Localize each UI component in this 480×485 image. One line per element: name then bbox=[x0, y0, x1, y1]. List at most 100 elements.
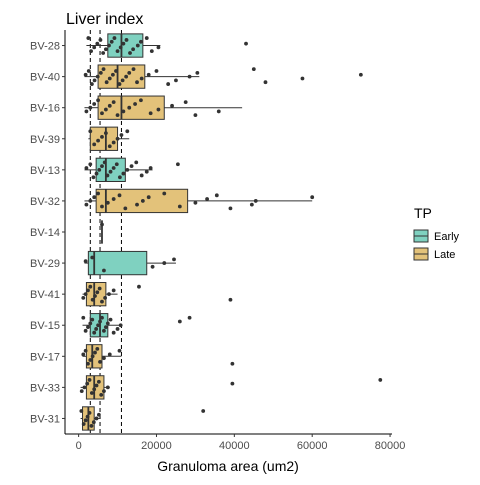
data-point bbox=[135, 80, 139, 85]
data-point bbox=[148, 166, 153, 170]
data-point bbox=[92, 142, 97, 147]
data-point bbox=[92, 102, 97, 106]
data-point bbox=[107, 144, 112, 149]
data-point bbox=[195, 70, 200, 75]
x-tick-label: 60000 bbox=[297, 440, 328, 452]
data-point bbox=[98, 38, 103, 42]
x-axis-label: Granuloma area (um2) bbox=[157, 458, 299, 474]
axes-layer bbox=[64, 30, 392, 435]
data-point bbox=[84, 166, 89, 170]
data-point bbox=[166, 82, 171, 86]
y-tick-label: BV-41 bbox=[30, 289, 60, 301]
data-point bbox=[228, 297, 233, 302]
data-point bbox=[146, 72, 151, 77]
legend-label-late: Late bbox=[434, 249, 455, 261]
data-point bbox=[100, 315, 104, 320]
data-point bbox=[119, 133, 124, 137]
data-point bbox=[108, 317, 113, 322]
data-point bbox=[118, 45, 123, 50]
data-point bbox=[109, 39, 114, 44]
data-point bbox=[216, 109, 221, 114]
data-point bbox=[172, 257, 176, 262]
data-point bbox=[95, 74, 100, 79]
data-point bbox=[124, 74, 129, 79]
data-point bbox=[135, 43, 140, 48]
data-point bbox=[96, 98, 100, 103]
data-point bbox=[101, 51, 106, 55]
data-point bbox=[244, 41, 248, 46]
y-tick-label: BV-40 bbox=[30, 72, 60, 84]
data-point bbox=[112, 36, 117, 40]
data-point bbox=[83, 418, 88, 423]
data-point bbox=[187, 74, 192, 79]
data-point bbox=[83, 328, 88, 333]
data-point bbox=[104, 80, 109, 85]
data-point bbox=[96, 191, 100, 196]
data-point bbox=[230, 361, 235, 366]
data-point bbox=[100, 299, 104, 304]
data-point bbox=[88, 321, 93, 326]
data-point bbox=[103, 325, 108, 329]
data-point bbox=[100, 204, 104, 209]
data-point bbox=[83, 72, 88, 77]
legend-label-early: Early bbox=[434, 231, 460, 243]
data-point bbox=[175, 162, 180, 167]
data-point bbox=[111, 330, 116, 335]
data-point bbox=[139, 173, 144, 178]
y-tick-label: BV-39 bbox=[30, 134, 60, 146]
data-point bbox=[117, 193, 122, 198]
data-point bbox=[148, 111, 153, 116]
data-point bbox=[253, 199, 258, 203]
data-point bbox=[88, 199, 93, 203]
data-point bbox=[201, 409, 206, 413]
data-point bbox=[92, 45, 97, 50]
data-point bbox=[263, 80, 268, 85]
data-point bbox=[79, 409, 84, 413]
data-point bbox=[100, 222, 104, 227]
data-point bbox=[89, 82, 94, 86]
data-point bbox=[81, 295, 86, 300]
data-point bbox=[108, 169, 113, 174]
reference-lines-layer bbox=[89, 30, 122, 434]
data-point bbox=[86, 361, 90, 366]
data-point bbox=[205, 197, 209, 201]
data-point bbox=[83, 348, 88, 353]
data-point bbox=[87, 378, 92, 382]
x-tick-labels: 0 20000 40000 60000 80000 bbox=[76, 434, 406, 452]
data-point bbox=[144, 36, 149, 40]
data-point bbox=[89, 49, 93, 54]
data-point bbox=[228, 206, 233, 211]
x-tick-label: 80000 bbox=[375, 440, 406, 452]
data-point bbox=[114, 69, 118, 73]
data-point bbox=[127, 105, 132, 110]
data-point bbox=[129, 164, 134, 169]
data-point bbox=[146, 195, 151, 200]
data-point bbox=[85, 414, 90, 419]
data-point bbox=[86, 69, 91, 73]
data-point bbox=[127, 70, 132, 75]
data-point bbox=[111, 288, 116, 293]
data-point bbox=[98, 360, 102, 364]
data-point bbox=[131, 67, 136, 72]
data-point bbox=[125, 167, 130, 172]
data-point bbox=[101, 67, 106, 72]
data-point bbox=[118, 323, 123, 328]
data-point bbox=[81, 352, 86, 357]
data-point bbox=[156, 45, 161, 50]
data-point bbox=[92, 78, 97, 83]
data-point bbox=[84, 109, 89, 114]
data-point bbox=[83, 292, 88, 297]
data-point bbox=[96, 379, 101, 384]
data-point bbox=[100, 164, 104, 169]
box-group-bv-16 bbox=[84, 95, 243, 120]
legend-items: Early Late bbox=[413, 229, 460, 261]
y-tick-label: BV-13 bbox=[30, 165, 60, 177]
data-point bbox=[88, 162, 93, 167]
data-point bbox=[81, 422, 86, 426]
y-tick-label: BV-15 bbox=[30, 320, 60, 332]
data-point bbox=[107, 352, 112, 357]
data-point bbox=[251, 67, 256, 72]
data-point bbox=[115, 49, 120, 54]
data-point bbox=[144, 169, 149, 174]
